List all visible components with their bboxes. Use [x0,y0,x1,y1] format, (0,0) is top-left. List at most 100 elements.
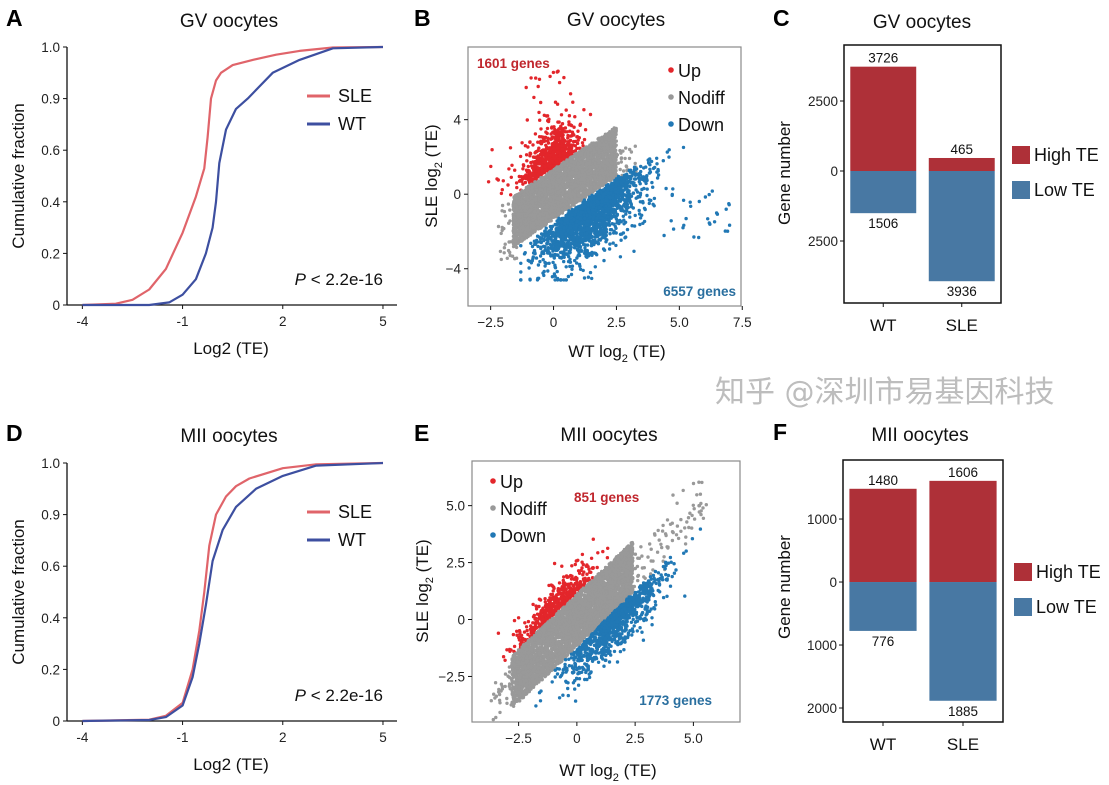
plot-frame [467,46,742,307]
scatter-point-nodiff [581,183,586,188]
scatter-point-nodiff [526,234,530,239]
scatter-point-nodiff [503,214,508,218]
scatter-point-up [539,142,544,146]
scatter-point-up [553,100,558,104]
scatter-point-down [664,186,668,191]
scatter-point-nodiff [557,180,561,184]
scatter-point-nodiff [502,251,506,255]
scatter-point-up [553,140,557,144]
scatter-point-nodiff [517,201,521,206]
scatter-point-nodiff [533,198,538,203]
scatter-point-up [567,114,572,118]
scatter-point-up [559,124,563,128]
scatter-point-down [523,251,527,255]
scatter-point-up [528,154,532,158]
scatter-point-up [558,153,562,157]
scatter-point-up [571,100,575,104]
scatter-point-up [506,183,510,187]
scatter-point-nodiff [558,184,562,189]
scatter-point-up [524,153,529,157]
scatter-point-up [520,179,524,183]
scatter-point-down [528,278,532,282]
scatter-point-nodiff [522,189,526,193]
scatter-point-nodiff [611,136,615,140]
scatter-point-down [681,145,686,150]
cdf-line-wt [82,45,384,307]
scatter-point-nodiff [559,172,563,177]
scatter-point-nodiff [582,189,586,194]
scatter-point-up [537,110,541,115]
scatter-point-nodiff [604,160,608,164]
scatter-point-nodiff [596,159,601,163]
scatter-point-nodiff [624,165,629,169]
scatter-point-nodiff [528,231,532,236]
scatter-point-nodiff [581,156,585,160]
scatter-point-up [536,140,540,144]
scatter-point-nodiff [508,208,512,212]
scatter-point-nodiff [518,205,522,209]
scatter-point-nodiff [563,177,568,181]
scatter-point-up [521,182,525,186]
scatter-point-up [539,127,543,131]
scatter-point-nodiff [612,146,616,151]
scatter-point-nodiff [536,226,540,230]
scatter-point-up [533,159,538,164]
scatter-point-up [560,135,565,140]
scatter-point-up [557,80,562,85]
scatter-point-nodiff [514,245,519,250]
scatter-point-nodiff [551,175,555,179]
scatter-point-up [540,168,544,173]
scatter-point-up [564,108,568,112]
scatter-point-nodiff [592,166,596,170]
scatter-point-nodiff [550,205,554,209]
scatter-point-nodiff [505,256,509,260]
scatter-point-up [524,85,528,90]
scatter-point-down [586,275,591,279]
scatter-point-down [542,237,546,241]
scatter-point-up [543,159,547,164]
scatter-point-down [655,156,659,160]
scatter-point-nodiff [571,164,575,168]
scatter-point-nodiff [572,154,577,158]
scatter-point-up [555,150,560,155]
scatter-point-nodiff [633,161,637,166]
scatter-point-nodiff [528,204,533,208]
y-tick-label: 0 [453,187,461,202]
scatter-point-nodiff [574,184,579,188]
scatter-point-nodiff [511,203,515,207]
scatter-point-nodiff [610,127,614,132]
scatter-point-up [515,185,519,190]
scatter-point-nodiff [556,196,560,200]
scatter-point-up [541,158,545,162]
scatter-point-nodiff [551,200,555,204]
scatter-point-up [557,120,561,124]
scatter-point-up [519,175,524,179]
cdf-line-sle [82,45,384,307]
scatter-point-up [548,153,553,157]
scatter-point-nodiff [512,196,517,200]
scatter-point-nodiff [597,141,602,146]
scatter-point-down [608,232,612,236]
scatter-point-nodiff [518,233,523,237]
scatter-point-nodiff [499,231,503,236]
scatter-point-nodiff [564,172,568,176]
scatter-point-up [500,188,504,192]
y-tick-label: 0.2 [41,246,60,261]
scatter-point-up [520,141,524,145]
scatter-point-up [532,95,536,100]
scatter-point-nodiff [568,191,572,196]
scatter-point-nodiff [536,209,540,213]
scatter-point-up [562,75,566,80]
scatter-point-nodiff [601,158,605,163]
scatter-point-nodiff [546,215,551,219]
scatter-point-down [642,186,646,191]
scatter-point-nodiff [525,185,530,190]
scatter-point-up [560,129,564,133]
scatter-point-nodiff [551,209,555,213]
scatter-point-down [590,276,594,281]
x-tick-label: −2.5 [477,315,504,330]
scatter-point-nodiff [533,226,537,230]
scatter-point-up [569,123,574,128]
scatter-point-up [550,142,554,146]
scatter-point-nodiff [575,174,579,179]
